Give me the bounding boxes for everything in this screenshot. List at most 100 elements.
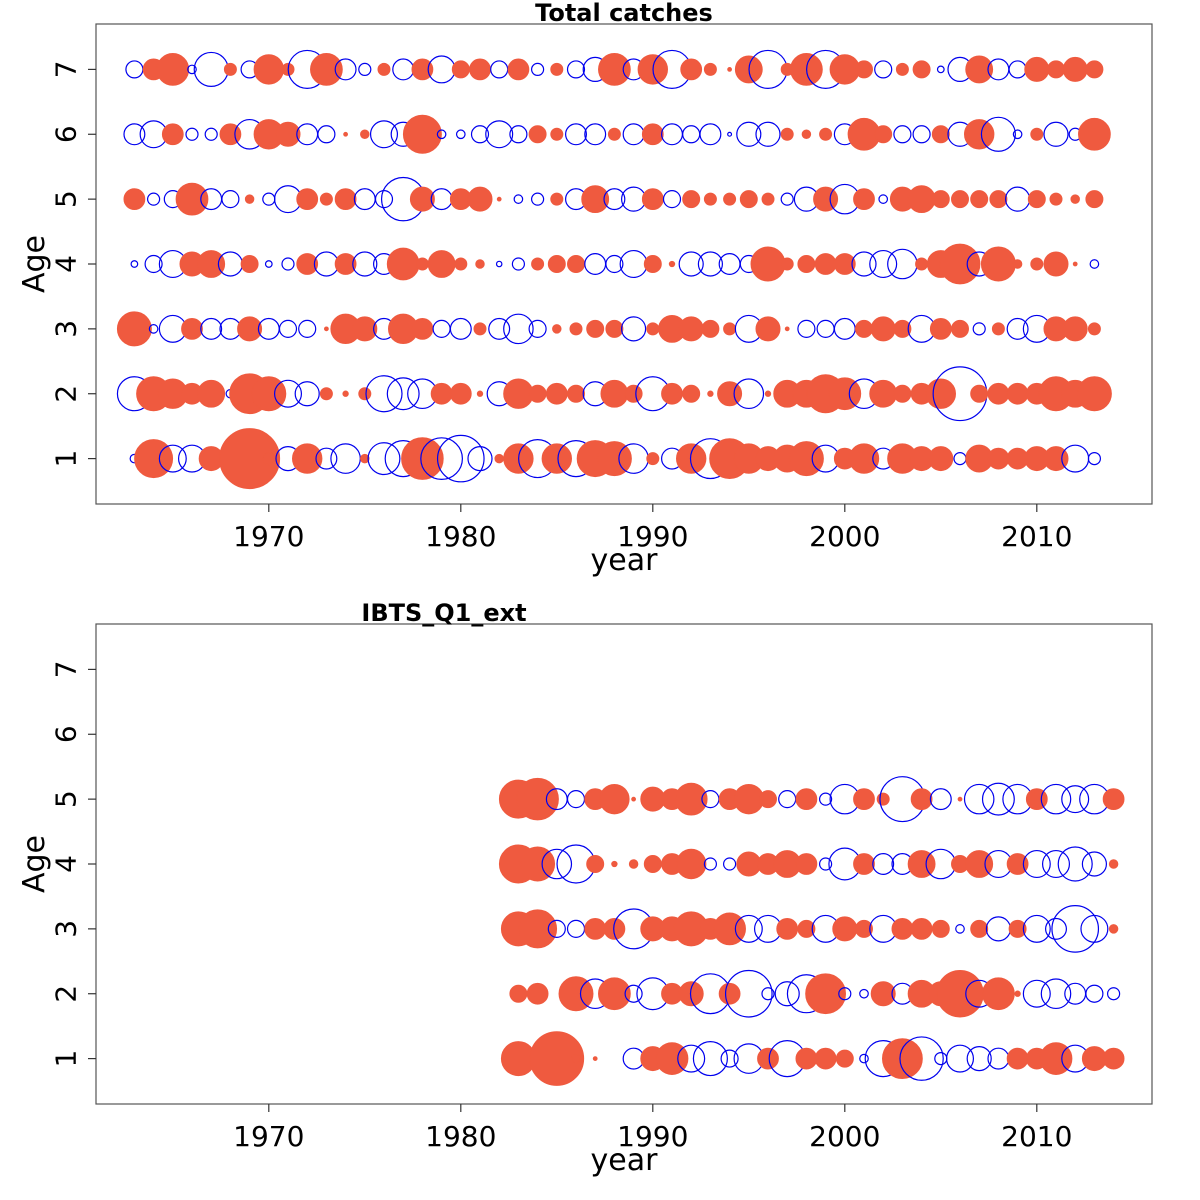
bubble-positive <box>853 853 875 875</box>
bubble-positive <box>970 384 989 403</box>
bubble-negative <box>697 251 724 277</box>
bubble-positive <box>757 1047 779 1070</box>
bubble-negative <box>1040 783 1072 815</box>
bubble-positive <box>707 390 714 397</box>
bubble-negative <box>530 62 545 77</box>
bubble-negative <box>661 123 683 146</box>
bubble-negative <box>566 919 586 938</box>
chart-title: Total catches <box>535 0 713 27</box>
bubble-positive <box>964 119 995 150</box>
bubble-positive <box>739 190 758 209</box>
bubble-negative <box>936 65 945 74</box>
bubble-positive <box>907 850 936 878</box>
bubble-positive <box>584 917 607 940</box>
bubble-negative <box>1081 851 1108 877</box>
bubble-negative <box>547 919 566 938</box>
bubble-positive <box>797 255 816 273</box>
bubble-negative <box>1012 129 1023 140</box>
x-tick-label: 1990 <box>617 1120 688 1153</box>
y-tick-label: 4 <box>50 855 83 873</box>
x-axis-label: year <box>591 543 659 578</box>
bubble-positive <box>1030 257 1044 271</box>
bubble-negative <box>281 257 295 271</box>
bubble-positive <box>1006 1047 1029 1070</box>
bubble-negative <box>353 188 376 211</box>
bubble-positive <box>764 390 772 397</box>
bubble-positive <box>377 62 391 76</box>
bubble-positive <box>893 384 912 403</box>
bubble-negative <box>899 1036 944 1081</box>
bubble-positive <box>599 783 630 815</box>
plot-frame <box>95 623 1153 1105</box>
bubble-negative <box>125 60 144 79</box>
bubble-positive <box>855 60 873 79</box>
bubble-negative <box>878 194 889 204</box>
bubble-positive <box>567 384 585 403</box>
bubble-negative <box>1087 451 1102 466</box>
bubble-positive <box>592 1056 598 1061</box>
bubble-positive <box>334 253 357 275</box>
bubble-negative <box>455 129 466 140</box>
bubble-positive <box>628 859 639 869</box>
bubble-positive <box>528 125 547 144</box>
bubble-negative <box>503 313 534 345</box>
bubble-positive <box>605 319 624 338</box>
bubble-positive <box>718 982 741 1005</box>
bubble-positive <box>853 188 875 211</box>
bubble-negative <box>874 60 893 79</box>
bubble-positive <box>795 788 818 811</box>
bubble-positive <box>310 53 343 86</box>
bubble-negative <box>887 248 918 280</box>
y-tick-label: 3 <box>50 320 83 338</box>
bubble-positive <box>643 255 662 273</box>
bubble-negative <box>1057 846 1093 882</box>
bubble-positive <box>929 317 952 340</box>
bubble-positive <box>893 319 912 338</box>
bubble-positive <box>181 317 203 340</box>
bubble-positive <box>296 188 319 211</box>
bubble-positive <box>1006 853 1029 875</box>
bubble-negative <box>566 60 586 79</box>
bubble-positive <box>776 917 799 940</box>
bubble-positive <box>631 796 636 802</box>
bubble-negative <box>330 443 361 474</box>
bubble-negative <box>511 257 526 271</box>
bubble-negative <box>1045 917 1067 940</box>
bubble-positive <box>912 60 931 79</box>
bubble-positive <box>244 194 255 204</box>
bubble-positive <box>939 243 981 285</box>
bubble-positive <box>550 127 564 141</box>
bubble-positive <box>813 186 839 212</box>
bubble-positive <box>848 443 880 474</box>
bubble-positive <box>603 917 626 940</box>
bubble-negative <box>955 924 965 934</box>
bubble-positive <box>1085 190 1104 209</box>
bubble-negative <box>470 125 490 144</box>
bubble-positive <box>641 188 664 211</box>
bubble-negative <box>619 249 648 279</box>
bubble-negative <box>851 251 877 277</box>
bubble-positive <box>755 316 781 342</box>
bubble-positive <box>415 257 429 271</box>
bubble-positive <box>567 255 585 273</box>
bubble-negative <box>221 190 240 209</box>
bubble-positive <box>1108 924 1119 934</box>
bubble-negative <box>513 194 524 204</box>
bubble-negative <box>1041 849 1071 879</box>
y-tick-label: 2 <box>50 385 83 403</box>
bubble-negative <box>893 125 912 144</box>
bubble-positive <box>1078 117 1111 151</box>
bubble-negative <box>1040 978 1072 1010</box>
bubble-positive <box>1072 261 1078 267</box>
bubble-positive <box>1076 376 1112 412</box>
bubble-positive <box>402 114 442 154</box>
x-tick-label: 2000 <box>809 1120 880 1153</box>
bubble-negative <box>761 987 775 1001</box>
bubble-positive <box>925 378 956 409</box>
bubble-positive <box>1024 56 1050 82</box>
bubble-positive <box>646 452 660 466</box>
bubble-negative <box>436 434 485 483</box>
bubble-negative <box>584 123 607 146</box>
bubble-positive <box>571 1053 581 1064</box>
bubble-negative <box>624 984 643 1003</box>
